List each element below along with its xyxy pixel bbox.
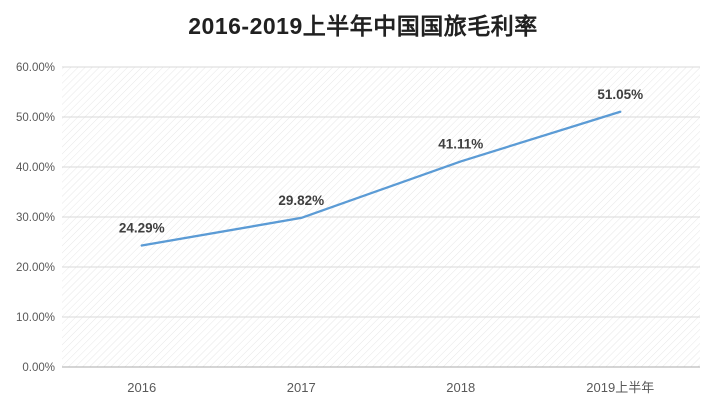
y-axis-label: 0.00%	[22, 362, 55, 374]
data-point-label: 29.82%	[278, 193, 324, 208]
data-point-label: 41.11%	[438, 136, 483, 151]
x-axis-label: 2016	[127, 380, 156, 395]
series-line	[140, 110, 622, 247]
y-axis-label: 40.00%	[16, 162, 55, 174]
y-axis-label: 30.00%	[16, 212, 55, 224]
y-axis-label: 20.00%	[16, 262, 55, 274]
y-axis-label: 60.00%	[16, 62, 55, 74]
chart-title: 2016-2019上半年中国国旅毛利率	[188, 13, 538, 39]
x-axis-label: 2018	[446, 380, 475, 395]
data-point-label: 24.29%	[119, 221, 165, 236]
line-chart: 0.00% 10.00% 20.00% 30.00% 40.00% 50.00% 60.00…	[16, 62, 700, 395]
x-axis-label: 2019上半年	[586, 380, 654, 395]
y-axis-label: 50.00%	[16, 112, 55, 124]
x-axis-label: 2017	[287, 380, 316, 395]
data-point-label: 51.05%	[597, 87, 643, 102]
y-axis-label: 10.00%	[16, 312, 55, 324]
